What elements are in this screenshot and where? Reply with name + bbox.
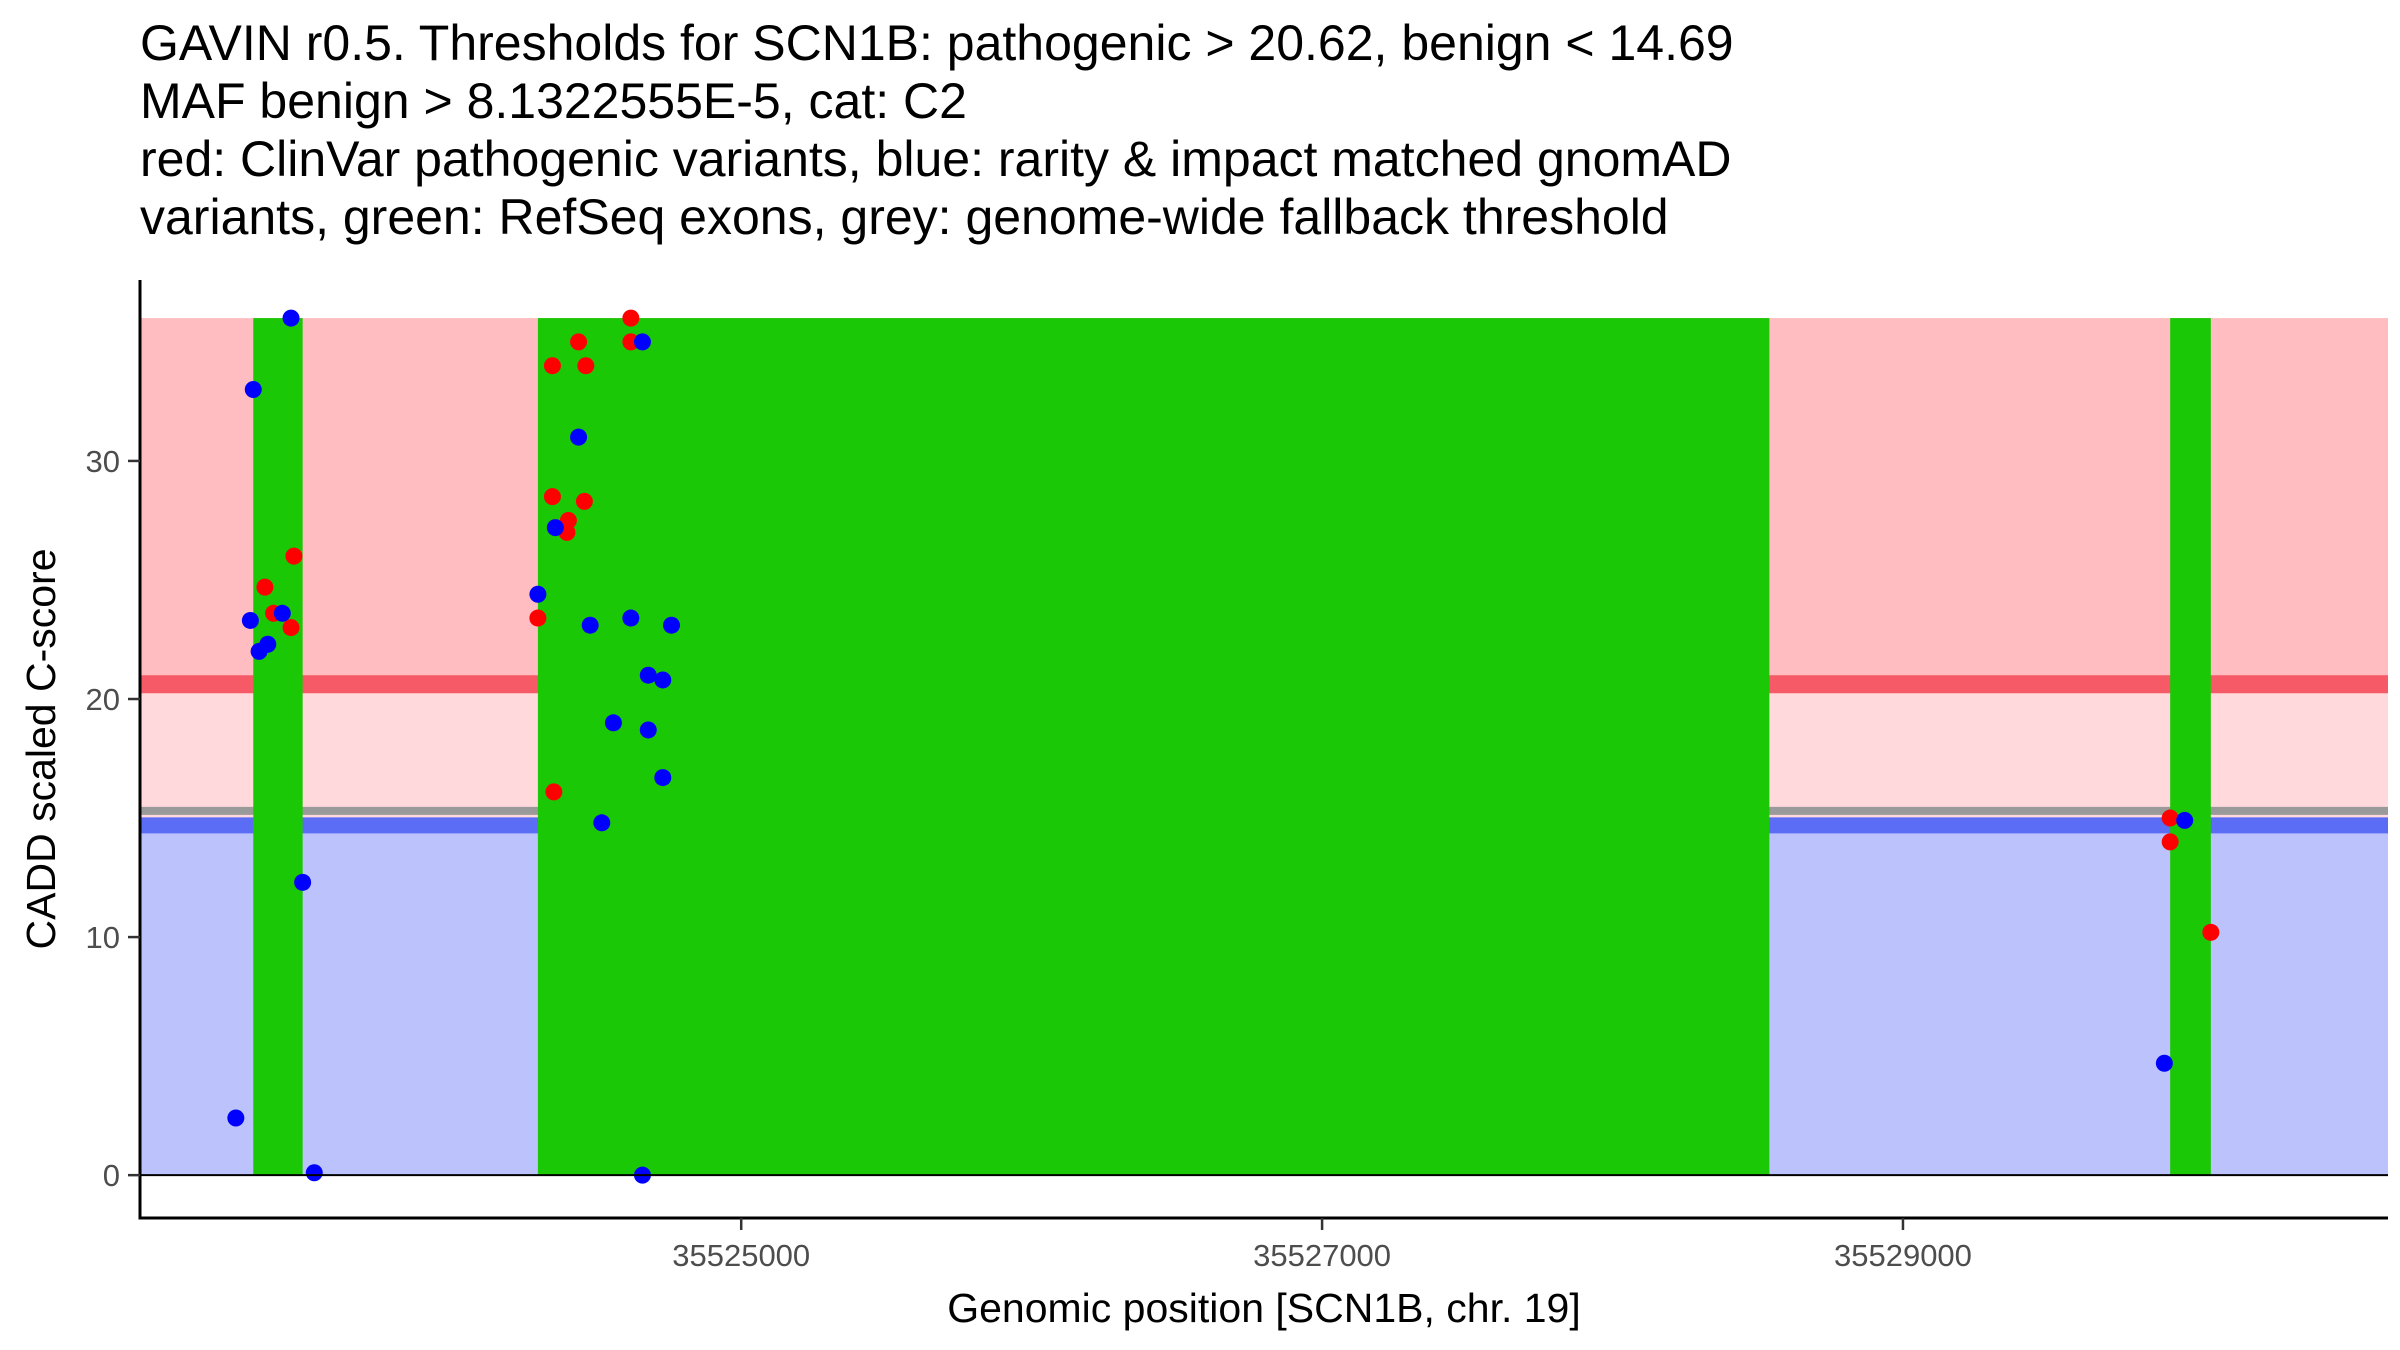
clinvar-point [543,488,561,506]
x-tick-label: 35525000 [672,1238,810,1273]
exon-band-3 [2170,318,2211,1176]
gnomad-point [244,381,262,399]
chart-title: GAVIN r0.5. Thresholds for SCN1B: pathog… [140,14,1734,246]
clinvar-point [622,309,640,327]
clinvar-point [2161,809,2179,827]
gnomad-point [546,519,564,537]
gnomad-point [282,309,300,327]
x-axis-title: Genomic position [SCN1B, chr. 19] [947,1285,1581,1331]
gnomad-point [663,616,681,634]
gnomad-point [227,1109,245,1127]
clinvar-point [2202,923,2220,941]
gnomad-point [241,611,259,629]
y-axis-title: CADD scaled C-score [18,549,64,950]
gnomad-point [639,666,657,684]
clinvar-point [2161,833,2179,851]
y-tick-label: 20 [86,682,120,717]
title-line-1: GAVIN r0.5. Thresholds for SCN1B: pathog… [140,15,1734,71]
clinvar-point [575,492,593,510]
clinvar-point [559,511,577,529]
exon-band-1 [253,318,303,1176]
clinvar-point [256,578,274,596]
gnomad-point [529,585,547,603]
gnomad-point [581,616,599,634]
clinvar-point [545,783,563,801]
y-tick-label: 30 [86,444,120,479]
gnomad-point [654,671,672,689]
gnomad-point [639,721,657,739]
gnomad-point [294,873,312,891]
gnomad-point [273,604,291,622]
y-tick-label: 10 [86,920,120,955]
title-line-2: MAF benign > 8.1322555E-5, cat: C2 [140,73,967,129]
clinvar-point [570,333,588,351]
gnomad-point [633,333,651,351]
clinvar-point [529,609,547,627]
gnomad-point [604,714,622,732]
y-tick-label: 0 [103,1158,120,1193]
x-tick-label: 35527000 [1253,1238,1391,1273]
title-line-3: red: ClinVar pathogenic variants, blue: … [140,131,1732,187]
title-line-4: variants, green: RefSeq exons, grey: gen… [140,189,1669,245]
clinvar-point [543,357,561,375]
gnomad-point [654,769,672,787]
exon-band-2 [537,318,1770,1176]
gnomad-point [593,814,611,832]
gnomad-point [622,609,640,627]
clinvar-point [285,547,303,565]
exon-bands [253,318,2211,1176]
axes: 0 10 20 30 35525000 35527000 35529000 [86,280,2388,1273]
clinvar-point [577,357,595,375]
gnomad-point [259,635,277,653]
clinvar-point [282,619,300,637]
gnomad-point [2176,811,2194,829]
gnomad-point [2155,1054,2173,1072]
clinvar-point [622,333,640,351]
x-tick-label: 35529000 [1834,1238,1972,1273]
variant-points [227,309,2220,1184]
gnomad-point [570,428,588,446]
gnomad-point [305,1164,323,1182]
